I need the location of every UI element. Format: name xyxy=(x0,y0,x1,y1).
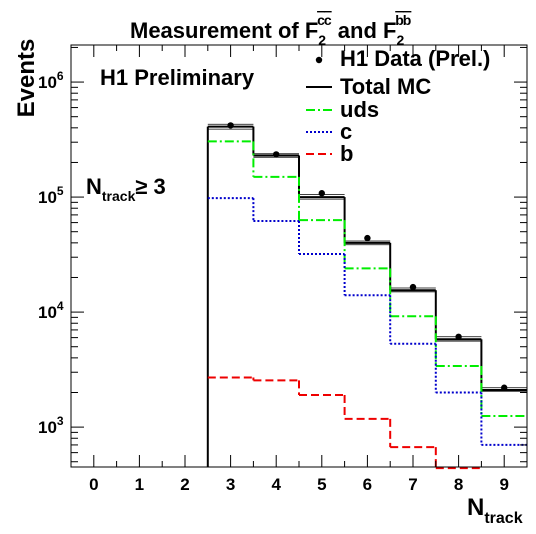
data-point-4 xyxy=(273,151,280,158)
cut-main: N xyxy=(86,174,102,199)
y-tick-base: 10 xyxy=(38,188,57,207)
legend-label-1: Total MC xyxy=(340,74,431,99)
data-point-9 xyxy=(501,384,508,391)
x-axis-label-main: N xyxy=(467,494,484,521)
x-tick-label-6: 6 xyxy=(363,475,372,494)
data-point-5 xyxy=(318,190,325,197)
title-sub1: 2 xyxy=(318,32,326,48)
y-tick-exponent: 4 xyxy=(57,299,64,313)
y-tick-label-6: 106 xyxy=(38,69,64,92)
legend-label-4: b xyxy=(340,141,353,166)
data-point-7 xyxy=(409,283,417,291)
title-sub2: 2 xyxy=(396,32,404,48)
title-sup2: b xyxy=(395,12,404,28)
cut-sub: track xyxy=(102,188,136,204)
data-point-3 xyxy=(227,122,234,129)
title-sup1: c xyxy=(317,12,325,28)
y-tick-base: 10 xyxy=(38,418,57,437)
y-tick-base: 10 xyxy=(38,73,57,92)
data-point-8 xyxy=(455,333,462,340)
x-tick-label-7: 7 xyxy=(408,475,417,494)
title-mid: and F xyxy=(332,18,397,43)
y-tick-exponent: 3 xyxy=(57,414,64,428)
legend-marker-data xyxy=(315,56,323,64)
x-tick-label-4: 4 xyxy=(271,475,281,494)
x-tick-label-2: 2 xyxy=(180,475,189,494)
legend-label-0: H1 Data (Prel.) xyxy=(340,46,490,71)
y-axis-label: Events xyxy=(13,39,40,118)
y-tick-base: 10 xyxy=(38,303,57,322)
plot-layer xyxy=(206,122,527,470)
experiment-label: H1 Preliminary xyxy=(100,65,255,90)
x-tick-label-8: 8 xyxy=(454,475,463,494)
y-tick-exponent: 5 xyxy=(57,184,64,198)
title-sup1-b: c xyxy=(324,12,332,28)
x-tick-label-5: 5 xyxy=(317,475,326,494)
x-tick-label-0: 0 xyxy=(89,475,98,494)
title-prefix: Measurement of F xyxy=(130,18,318,43)
cut-rest: ≥ 3 xyxy=(135,174,165,199)
y-tick-label-4: 104 xyxy=(38,299,64,322)
x-tick-label-1: 1 xyxy=(135,475,144,494)
x-axis-label: Ntrack xyxy=(467,494,523,527)
y-tick-label-3: 103 xyxy=(38,414,64,437)
x-tick-label-9: 9 xyxy=(499,475,508,494)
legend-label-2: uds xyxy=(340,97,379,122)
y-tick-label-5: 105 xyxy=(38,184,64,207)
x-axis-label-sub: track xyxy=(484,510,522,527)
title-sup2-b: b xyxy=(403,12,412,28)
data-point-6 xyxy=(364,234,371,242)
legend-label-3: c xyxy=(340,119,352,144)
y-tick-exponent: 6 xyxy=(57,69,64,83)
x-tick-label-3: 3 xyxy=(226,475,235,494)
chart-title: Measurement of F2cc and F2bb xyxy=(130,12,411,48)
plot-frame xyxy=(70,44,528,468)
track-cut-label: Ntrack≥ 3 xyxy=(86,174,166,204)
